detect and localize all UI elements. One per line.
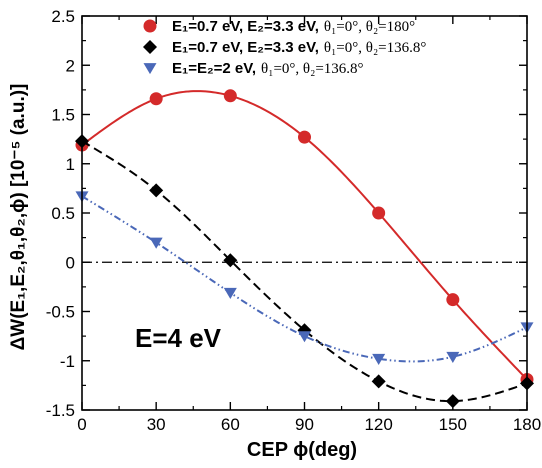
y-tick-label: 1.5 [51,106,75,125]
series-layer [75,89,534,409]
legend-marker [143,19,157,33]
y-tick-label: 0 [66,253,75,272]
series-1-point [298,130,311,144]
legend-entry-1: E₁=0.7 eV, E₂=3.3 eV, θ₁=0°, θ₂=180° [143,18,415,35]
y-tick-label: -1.5 [46,401,75,420]
x-tick-label: 90 [295,415,314,434]
series-2-point [223,253,238,268]
x-tick-label: 30 [147,415,166,434]
y-tick-label: 2 [66,56,75,75]
legend: E₁=0.7 eV, E₂=3.3 eV, θ₁=0°, θ₂=180°E₁=0.… [143,18,426,77]
series-3-point [149,237,163,249]
series-1-point [372,206,386,220]
legend-angles: θ₁=0°, θ₂=136.8° [261,61,364,77]
series-1-point [223,89,237,103]
y-tick-label: 2.5 [51,7,75,26]
legend-label: E₁=0.7 eV, E₂=3.3 eV, [172,18,319,35]
legend-label: E₁=0.7 eV, E₂=3.3 eV, [172,39,319,56]
y-tick-label: -0.5 [46,303,75,322]
series-2-point [371,374,386,389]
x-tick-label: 60 [221,415,240,434]
annotation-energy: E=4 eV [135,323,222,353]
x-axis-title: CEP ϕ(deg) [247,439,357,461]
x-tick-label: 150 [439,415,467,434]
series-2-point [445,394,460,409]
series-3-point [372,353,386,365]
series-1-point [149,92,163,106]
x-tick-label: 180 [513,415,541,434]
legend-entry-3: E₁=E₂=2 eV, θ₁=0°, θ₂=136.8° [143,60,364,77]
x-tick-label: 120 [364,415,392,434]
axis-layer: 0 30 60 90 120 150 180 -1.5 -1 -0.5 0 0.5 1 1.5 2 2.5 [46,7,541,434]
series-1-point [446,293,460,307]
legend-marker [143,63,157,75]
legend-label: E₁=E₂=2 eV, [172,60,256,77]
legend-marker [143,40,157,54]
y-axis-title: ΔW(E₁,E₂,θ₁,θ₂,ϕ) [10⁻⁵ (a.u.)] [8,84,29,351]
x-tick-label: 0 [77,415,86,434]
series-2-point [149,183,164,198]
y-tick-label: 0.5 [51,204,75,223]
legend-angles: θ₁=0°, θ₂=136.8° [324,40,427,56]
series-3-point [223,287,237,299]
series-3-point [446,351,460,363]
y-tick-label: 1 [66,155,75,174]
legend-entry-2: E₁=0.7 eV, E₂=3.3 eV, θ₁=0°, θ₂=136.8° [143,39,426,56]
series-3-point [298,331,311,343]
y-tick-label: -1 [60,352,75,371]
legend-angles: θ₁=0°, θ₂=180° [324,19,415,35]
